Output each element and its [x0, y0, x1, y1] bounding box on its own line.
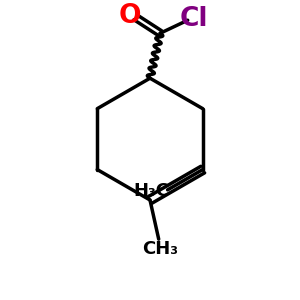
Text: H₃C: H₃C: [134, 182, 169, 200]
Text: Cl: Cl: [180, 6, 208, 32]
Text: CH₃: CH₃: [142, 240, 178, 258]
Text: O: O: [119, 3, 142, 29]
